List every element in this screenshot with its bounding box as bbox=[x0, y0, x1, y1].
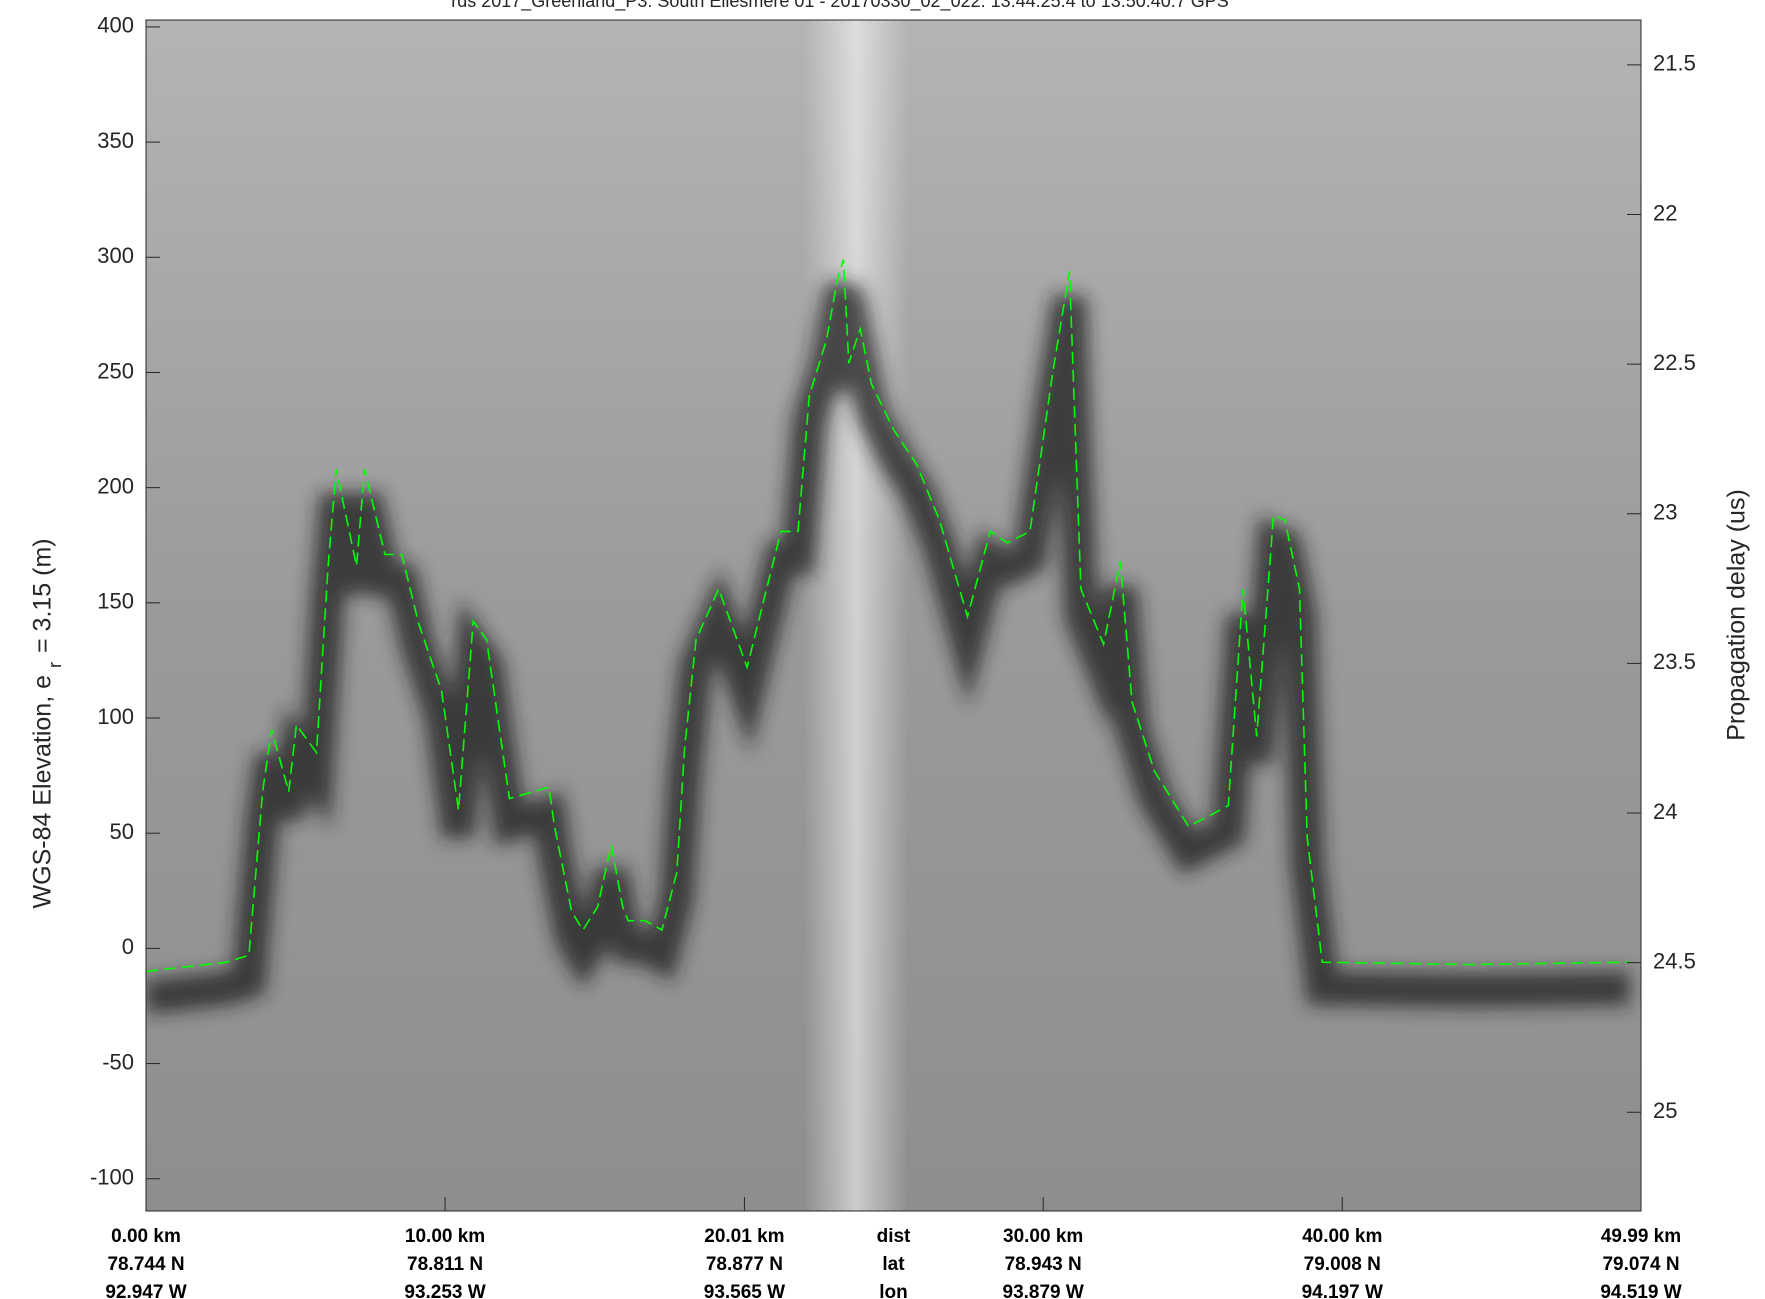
axes-box bbox=[145, 19, 1642, 1212]
lon-label: 93.565 W bbox=[704, 1282, 785, 1299]
y-label-group: WGS-84 Elevation, e r = 3.15 (m) bbox=[29, 538, 65, 908]
lat-label: 78.811 N bbox=[407, 1254, 483, 1275]
lat-label: 78.877 N bbox=[706, 1254, 783, 1275]
y-tick-label: 50 bbox=[110, 819, 134, 844]
x-tick-label: 20.01 km bbox=[704, 1226, 784, 1247]
y-axis-label-subscript: r bbox=[45, 662, 65, 668]
y-tick-label: 100 bbox=[97, 704, 134, 729]
y-tick-label: 350 bbox=[97, 128, 134, 153]
lon-label: 92.947 W bbox=[105, 1282, 186, 1299]
y-axis-label: WGS-84 Elevation, e bbox=[29, 675, 57, 908]
y-axis-label-suffix: = 3.15 (m) bbox=[29, 538, 57, 653]
y2-tick-label: 21.5 bbox=[1653, 51, 1696, 76]
y2-tick-label: 24 bbox=[1653, 799, 1677, 824]
y-tick-label: 300 bbox=[97, 243, 134, 268]
lat-label: 79.074 N bbox=[1602, 1254, 1679, 1275]
lon-label: 93.879 W bbox=[1003, 1282, 1084, 1299]
chart-title: rds 2017_Greenland_P3: South Ellesmere 0… bbox=[451, 0, 1229, 12]
x-tick-label: 10.00 km bbox=[405, 1226, 485, 1247]
plot-area bbox=[146, 20, 1641, 1211]
lon-label: 94.519 W bbox=[1600, 1282, 1681, 1299]
y-tick-label: 0 bbox=[122, 934, 134, 959]
y-tick-label: 200 bbox=[97, 473, 134, 498]
row-label: lat bbox=[882, 1254, 905, 1275]
lat-label: 78.943 N bbox=[1005, 1254, 1082, 1275]
x-tick-label: 40.00 km bbox=[1302, 1226, 1382, 1247]
surface-line bbox=[146, 259, 1630, 973]
y2-tick-label: 25 bbox=[1653, 1098, 1677, 1123]
row-label: dist bbox=[877, 1226, 911, 1247]
lon-label: 94.197 W bbox=[1302, 1282, 1383, 1299]
y2-tick-label: 24.5 bbox=[1653, 948, 1696, 973]
surface-echo bbox=[146, 280, 1631, 1015]
echogram-glow bbox=[146, 20, 1641, 1211]
y2-tick-label: 22.5 bbox=[1653, 350, 1696, 375]
y-tick-label: -100 bbox=[90, 1165, 134, 1190]
row-label: lon bbox=[879, 1282, 908, 1299]
y-tick-label: 250 bbox=[97, 358, 134, 383]
lat-label: 78.744 N bbox=[107, 1254, 184, 1275]
y2-tick-label: 22 bbox=[1653, 200, 1677, 225]
lon-label: 93.253 W bbox=[404, 1282, 485, 1299]
x-tick-label: 30.00 km bbox=[1003, 1226, 1083, 1247]
y2-tick-label: 23 bbox=[1653, 500, 1677, 525]
y2-axis-label: Propagation delay (us) bbox=[1723, 489, 1751, 741]
lat-label: 79.008 N bbox=[1304, 1254, 1381, 1275]
y-tick-label: 150 bbox=[97, 589, 134, 614]
y2-tick-label: 23.5 bbox=[1653, 649, 1696, 674]
x-tick-label: 0.00 km bbox=[111, 1226, 181, 1247]
y-tick-label: 400 bbox=[97, 13, 134, 38]
y-tick-label: -50 bbox=[102, 1049, 134, 1074]
x-tick-label: 49.99 km bbox=[1601, 1226, 1681, 1247]
